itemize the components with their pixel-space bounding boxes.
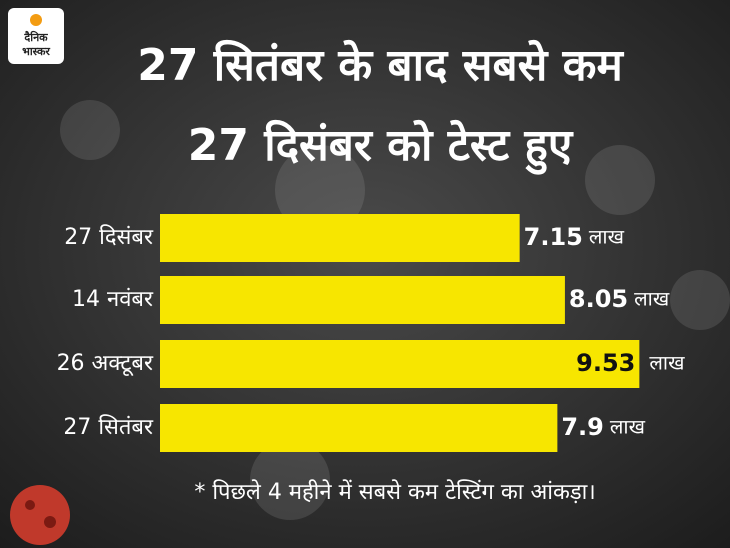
unit-label: लाख [634, 287, 670, 311]
footnote: * पिछले 4 महीने में सबसे कम टेस्टिंग का … [194, 479, 595, 505]
value-label: 7.15 [524, 223, 583, 251]
logo-text: भास्कर [22, 45, 50, 58]
logo-sun [30, 14, 42, 26]
category-label: 27 दिसंबर [64, 224, 154, 250]
category-label: 26 अक्टूबर [57, 351, 154, 377]
logo-text: दैनिक [23, 30, 48, 44]
category-label: 27 सितंबर [63, 414, 154, 440]
bar [160, 214, 520, 262]
value-label: 8.05 [569, 285, 628, 313]
bar [160, 404, 558, 452]
bar [160, 340, 640, 388]
unit-label: लाख [610, 415, 646, 439]
virus-decor [60, 100, 730, 520]
bar [160, 276, 565, 324]
chart-title: 27 दिसंबर को टेस्ट हुए [188, 119, 574, 175]
unit-label: लाख [589, 225, 625, 249]
logo-box [8, 8, 64, 64]
value-label: 9.53 [576, 349, 635, 377]
value-label: 7.9 [561, 413, 604, 441]
category-label: 14 नवंबर [72, 287, 154, 312]
chart-title: 27 सितंबर के बाद सबसे कम [137, 39, 624, 91]
unit-label: लाख [649, 351, 685, 375]
virus-red [10, 485, 70, 545]
